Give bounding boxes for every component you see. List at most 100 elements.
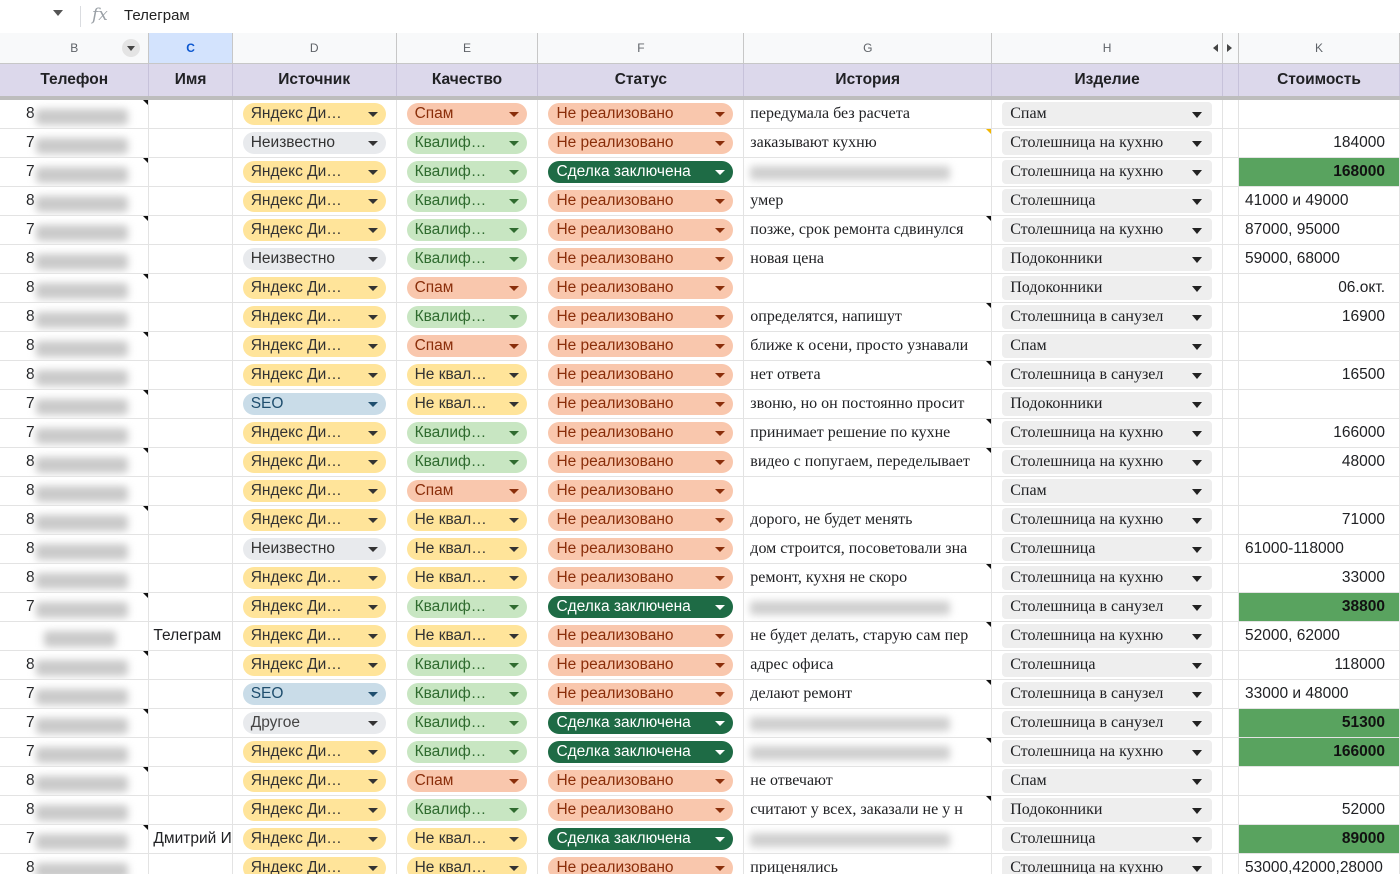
history-cell[interactable]: видео с попугаем, переделывает — [743, 447, 993, 477]
quality-cell[interactable]: Не квал… — [396, 360, 539, 390]
phone-cell[interactable]: 7 — [0, 824, 150, 854]
name-cell[interactable] — [148, 244, 233, 274]
status-chip[interactable]: Не реализовано — [548, 567, 734, 589]
phone-cell[interactable]: 7 — [0, 708, 150, 738]
quality-cell[interactable]: Не квал… — [396, 389, 539, 419]
product-dropdown[interactable]: Подоконники — [1002, 247, 1213, 271]
status-cell[interactable]: Не реализовано — [537, 476, 745, 506]
source-chip[interactable]: Яндекс Ди… — [242, 335, 386, 357]
status-cell[interactable]: Сделка заключена — [537, 592, 745, 622]
history-cell[interactable]: принимает решение по кухне — [743, 418, 993, 448]
quality-chip[interactable]: Не квал… — [406, 393, 528, 415]
status-cell[interactable]: Не реализовано — [537, 795, 745, 825]
quality-chip[interactable]: Квалиф… — [406, 683, 528, 705]
source-chip[interactable]: Неизвестно — [242, 248, 386, 270]
source-chip[interactable]: Неизвестно — [242, 538, 386, 560]
history-cell[interactable] — [743, 824, 993, 854]
name-cell[interactable] — [148, 853, 233, 874]
phone-cell[interactable]: 7 — [0, 157, 150, 187]
source-chip[interactable]: Яндекс Ди… — [242, 422, 386, 444]
source-cell[interactable]: Яндекс Ди… — [232, 795, 397, 825]
status-cell[interactable]: Сделка заключена — [537, 708, 745, 738]
product-dropdown[interactable]: Подоконники — [1002, 798, 1213, 822]
quality-cell[interactable]: Квалиф… — [396, 186, 539, 216]
comment-marker-icon[interactable] — [143, 100, 148, 105]
phone-cell[interactable]: 8 — [0, 505, 150, 535]
history-cell[interactable] — [743, 476, 993, 506]
product-cell[interactable]: Подоконники — [991, 273, 1224, 303]
col-letter-d[interactable]: D — [232, 33, 397, 64]
status-cell[interactable]: Не реализовано — [537, 563, 745, 593]
product-cell[interactable]: Столешница в санузел — [991, 302, 1224, 332]
comment-marker-icon[interactable] — [143, 390, 148, 395]
status-chip[interactable]: Не реализовано — [548, 277, 734, 299]
history-cell[interactable]: приценялись — [743, 853, 993, 874]
cost-cell[interactable]: 166000 — [1238, 418, 1400, 448]
product-cell[interactable]: Столешница — [991, 186, 1224, 216]
quality-chip[interactable]: Квалиф… — [406, 654, 528, 676]
history-cell[interactable] — [743, 592, 993, 622]
quality-cell[interactable]: Спам — [396, 331, 539, 361]
product-cell[interactable]: Столешница на кухню — [991, 853, 1224, 874]
history-cell[interactable]: ремонт, кухня не скоро — [743, 563, 993, 593]
product-dropdown[interactable]: Спам — [1002, 334, 1213, 358]
col-letter-k[interactable]: K — [1238, 33, 1400, 64]
quality-chip[interactable]: Не квал… — [406, 509, 528, 531]
product-cell[interactable]: Столешница в санузел — [991, 592, 1224, 622]
phone-cell[interactable]: 8 — [0, 273, 150, 303]
cost-cell[interactable]: 52000, 62000 — [1238, 621, 1400, 651]
quality-chip[interactable]: Квалиф… — [406, 712, 528, 734]
column-menu-icon[interactable] — [122, 39, 141, 57]
product-dropdown[interactable]: Спам — [1002, 479, 1213, 503]
history-cell[interactable]: не отвечают — [743, 766, 993, 796]
col-letter-g[interactable]: G — [743, 33, 993, 64]
status-cell[interactable]: Не реализовано — [537, 273, 745, 303]
source-cell[interactable]: Яндекс Ди… — [232, 737, 397, 767]
quality-chip[interactable]: Не квал… — [406, 857, 528, 874]
name-cell[interactable] — [148, 302, 233, 332]
history-cell[interactable]: передумала без расчета — [743, 98, 993, 129]
status-chip[interactable]: Не реализовано — [548, 335, 734, 357]
product-dropdown[interactable]: Столешница на кухню — [1002, 508, 1213, 532]
source-cell[interactable]: Яндекс Ди… — [232, 302, 397, 332]
source-cell[interactable]: Яндекс Ди… — [232, 824, 397, 854]
product-dropdown[interactable]: Столешница на кухню — [1002, 566, 1213, 590]
status-cell[interactable]: Не реализовано — [537, 621, 745, 651]
status-cell[interactable]: Не реализовано — [537, 418, 745, 448]
product-dropdown[interactable]: Столешница на кухню — [1002, 218, 1213, 242]
status-chip[interactable]: Не реализовано — [548, 625, 734, 647]
name-cell[interactable] — [148, 215, 233, 245]
comment-marker-icon[interactable] — [986, 448, 991, 453]
phone-cell[interactable]: 8 — [0, 795, 150, 825]
product-dropdown[interactable]: Спам — [1002, 102, 1213, 126]
col-letter-e[interactable]: E — [396, 33, 539, 64]
header-quality[interactable]: Качество — [396, 63, 539, 100]
status-chip[interactable]: Не реализовано — [548, 219, 734, 241]
source-chip[interactable]: Неизвестно — [242, 132, 386, 154]
quality-cell[interactable]: Не квал… — [396, 824, 539, 854]
product-dropdown[interactable]: Подоконники — [1002, 276, 1213, 300]
header-product[interactable]: Изделие — [991, 63, 1224, 100]
comment-marker-icon[interactable] — [986, 680, 991, 685]
source-cell[interactable]: Неизвестно — [232, 534, 397, 564]
source-chip[interactable]: Яндекс Ди… — [242, 625, 386, 647]
phone-cell[interactable]: 8 — [0, 476, 150, 506]
quality-chip[interactable]: Квалиф… — [406, 190, 528, 212]
status-chip[interactable]: Сделка заключена — [548, 161, 734, 183]
name-cell[interactable] — [148, 98, 233, 129]
source-cell[interactable]: Яндекс Ди… — [232, 186, 397, 216]
cost-cell[interactable]: 118000 — [1238, 650, 1400, 680]
cost-cell[interactable]: 168000 — [1238, 157, 1400, 187]
source-chip[interactable]: Яндекс Ди… — [242, 654, 386, 676]
name-cell[interactable] — [148, 128, 233, 158]
source-chip[interactable]: SEO — [242, 393, 386, 415]
quality-cell[interactable]: Квалиф… — [396, 737, 539, 767]
comment-marker-icon[interactable] — [143, 274, 148, 279]
cost-cell[interactable]: 51300 — [1238, 708, 1400, 738]
product-dropdown[interactable]: Спам — [1002, 769, 1213, 793]
header-name[interactable]: Имя — [148, 63, 233, 100]
source-chip[interactable]: Яндекс Ди… — [242, 567, 386, 589]
product-cell[interactable]: Подоконники — [991, 795, 1224, 825]
product-dropdown[interactable]: Столешница на кухню — [1002, 740, 1213, 764]
source-cell[interactable]: Яндекс Ди… — [232, 98, 397, 129]
